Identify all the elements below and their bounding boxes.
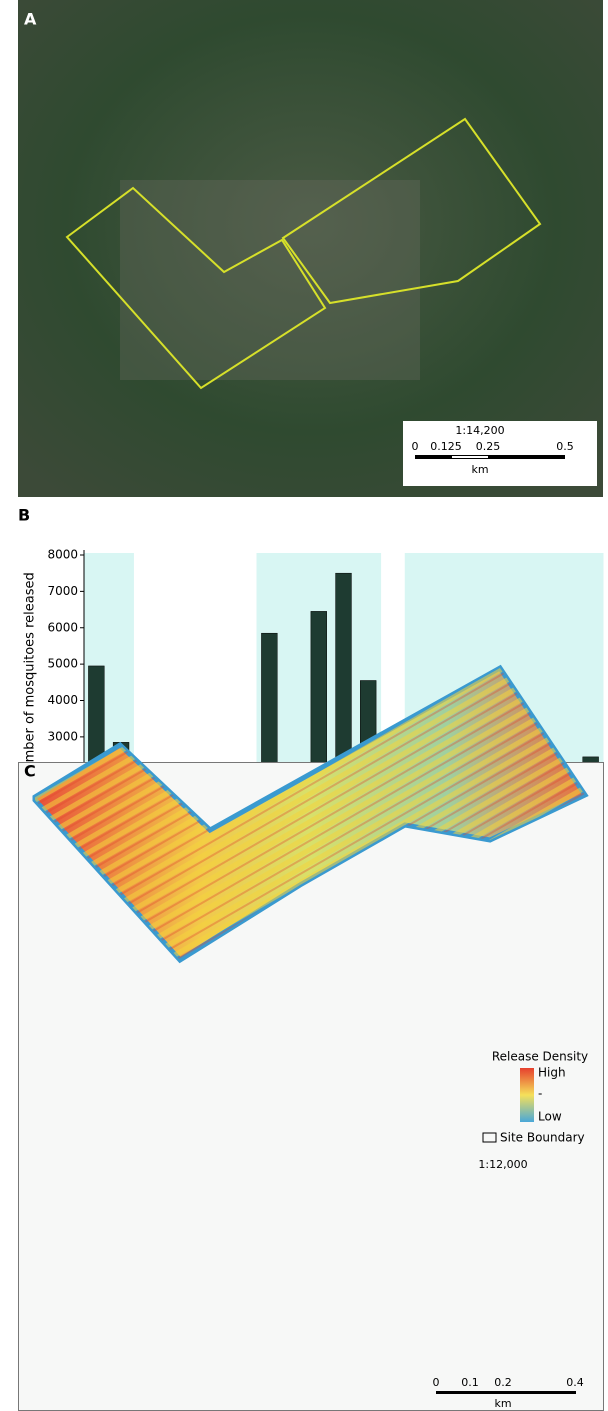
scale-tick: 0.25 (476, 440, 501, 453)
y-tick-label: 7000 (47, 584, 78, 598)
scale-unit: km (494, 1397, 511, 1410)
y-tick-label: 8000 (47, 548, 78, 562)
scale-tick: 0 (433, 1376, 440, 1389)
legend-label: Low (538, 1110, 562, 1124)
scale-tick: 0.4 (566, 1376, 584, 1389)
y-tick-label: 6000 (47, 620, 78, 634)
y-tick-label: 4000 (47, 693, 78, 707)
panel-label: A (24, 10, 37, 29)
legend-ramp (520, 1068, 534, 1122)
scale-text: 1:14,200 (455, 424, 504, 437)
legend-label: - (538, 1087, 542, 1101)
scale-tick: 0.5 (556, 440, 574, 453)
scale-text: 1:12,000 (478, 1158, 527, 1171)
scale-bar (436, 1391, 576, 1394)
figure: A 1:14,200 0 0.125 0.25 0.5 km B 0100020… (0, 0, 608, 1411)
y-tick-label: 3000 (47, 729, 78, 743)
scale-bar (452, 456, 488, 458)
legend-label: High (538, 1066, 566, 1080)
legend-title: Release Density (492, 1050, 588, 1064)
scale-tick: 0.2 (494, 1376, 512, 1389)
legend-label: Site Boundary (500, 1131, 585, 1145)
y-tick-label: 5000 (47, 657, 78, 671)
scale-tick: 0.1 (461, 1376, 479, 1389)
urban-area (120, 180, 420, 380)
scale-unit: km (471, 463, 488, 476)
panel-label: C (24, 762, 36, 781)
scale-tick: 0 (412, 440, 419, 453)
scale-tick: 0.125 (430, 440, 462, 453)
scale-bar (415, 455, 565, 459)
panel-label: B (18, 506, 30, 525)
